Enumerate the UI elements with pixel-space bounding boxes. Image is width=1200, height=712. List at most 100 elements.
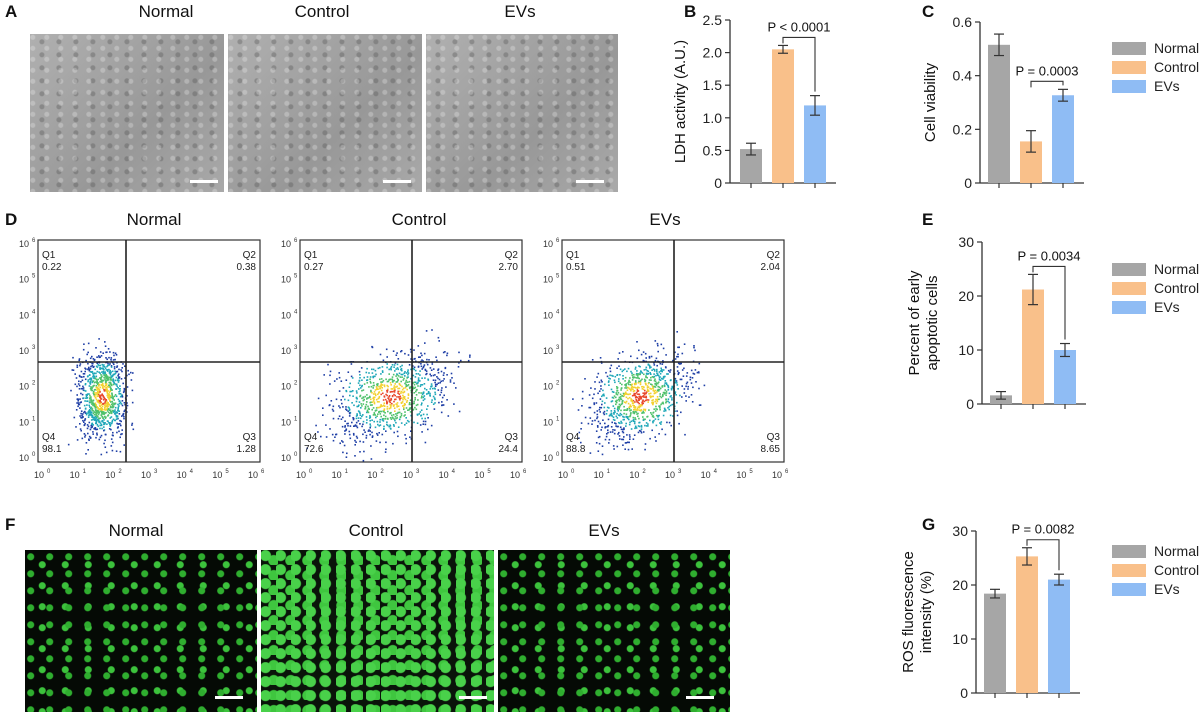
legend-label: EVs (1154, 581, 1180, 597)
y-tick-label: 1.5 (703, 77, 723, 93)
y-tick-label: 10 (952, 631, 968, 647)
y-tick-exponent: 3 (556, 345, 560, 351)
x-tick-exponent: 6 (261, 469, 264, 475)
panel-a-title-evs: EVs (504, 2, 536, 21)
flow-density-cloud (572, 331, 706, 456)
x-tick-base: 10 (736, 470, 746, 480)
bar-evs (1054, 350, 1076, 404)
quadrant-value-q4: 72.6 (304, 444, 324, 455)
y-tick-exponent: 5 (294, 274, 298, 280)
quadrant-name-q4: Q4 (304, 432, 318, 443)
y-tick-base: 10 (543, 310, 553, 320)
y-tick-exponent: 2 (32, 381, 36, 387)
y-axis-label: ROS fluorescence (900, 551, 917, 673)
y-axis-label: apoptotic cells (924, 275, 941, 370)
y-tick-label: 0 (964, 175, 972, 191)
quadrant-value-q4: 88.8 (566, 444, 586, 455)
panel-a-title-normal: Normal (138, 2, 194, 21)
quadrant-value-q2: 0.38 (237, 262, 257, 273)
x-tick-exponent: 6 (785, 469, 788, 475)
panel-f-title-normal: Normal (108, 521, 164, 540)
panel-f-title-evs: EVs (588, 521, 620, 540)
y-tick-exponent: 1 (32, 416, 36, 422)
chart-ldh-activity: 0 0.5 1.0 1.5 2.0 2.5 LDH activity (A.U.) P < 0… (672, 12, 836, 191)
scale-bar (459, 696, 487, 699)
legend-swatch (1112, 582, 1146, 596)
p-value-label: P < 0.0001 (767, 19, 830, 34)
panel-label-e: E (922, 210, 934, 229)
legend-label: Normal (1154, 261, 1200, 277)
x-tick-base: 10 (439, 470, 449, 480)
legend-swatch (1112, 60, 1146, 74)
legend-label: EVs (1154, 78, 1180, 94)
micrograph-control (228, 34, 422, 192)
y-tick-base: 10 (281, 239, 291, 249)
legend-item-normal: Normal (1112, 261, 1199, 277)
x-tick-exponent: 4 (190, 469, 194, 475)
y-tick-exponent: 4 (556, 309, 560, 315)
panel-label-g: G (922, 515, 936, 534)
x-tick-exponent: 3 (416, 469, 420, 475)
quadrant-value-q3: 8.65 (761, 444, 781, 455)
y-tick-exponent: 3 (294, 345, 298, 351)
panel-d-title-evs: EVs (649, 210, 681, 229)
panel-d-title-normal: Normal (126, 210, 182, 229)
y-tick-base: 10 (281, 275, 291, 285)
y-tick-exponent: 6 (556, 238, 560, 244)
x-tick-exponent: 3 (678, 469, 682, 475)
x-tick-exponent: 1 (83, 469, 87, 475)
bar-normal (988, 44, 1010, 183)
quadrant-name-q2: Q2 (767, 250, 781, 261)
y-tick-label: 2.5 (703, 12, 723, 28)
quadrant-value-q1: 0.51 (566, 262, 586, 273)
y-tick-base: 10 (19, 239, 29, 249)
quadrant-name-q2: Q2 (505, 250, 519, 261)
x-tick-exponent: 0 (309, 469, 313, 475)
y-axis-label: Cell viability (922, 62, 939, 142)
y-tick-exponent: 6 (32, 238, 36, 244)
y-tick-base: 10 (543, 346, 553, 356)
bar-control (772, 49, 794, 184)
quadrant-name-q4: Q4 (42, 432, 56, 443)
y-tick-exponent: 5 (32, 274, 36, 280)
x-tick-base: 10 (141, 470, 151, 480)
x-tick-base: 10 (212, 470, 222, 480)
panel-f-title-control: Control (348, 521, 404, 540)
flow-frame (37, 239, 261, 463)
x-tick-base: 10 (296, 470, 306, 480)
x-tick-base: 10 (403, 470, 413, 480)
legend-item-evs: EVs (1112, 581, 1180, 597)
panel-label-a: A (5, 2, 18, 21)
y-axis-label: intensity (%) (918, 571, 935, 654)
x-tick-base: 10 (772, 470, 782, 480)
flow-frame (299, 239, 523, 463)
scale-bar (190, 180, 218, 183)
x-tick-exponent: 2 (118, 469, 122, 475)
legend-swatch (1112, 300, 1146, 314)
x-tick-base: 10 (629, 470, 639, 480)
legend-item-evs: EVs (1112, 78, 1180, 94)
quadrant-name-q3: Q3 (505, 432, 519, 443)
x-tick-exponent: 2 (642, 469, 646, 475)
y-tick-exponent: 6 (294, 238, 298, 244)
legend-swatch (1112, 79, 1146, 93)
y-axis-label: LDH activity (A.U.) (672, 40, 689, 163)
x-tick-base: 10 (474, 470, 484, 480)
chart-cell-viability: 0 0.2 0.4 0.6 Cell viability P = 0.0003 (922, 14, 1084, 191)
p-value-label: P = 0.0034 (1017, 248, 1080, 263)
y-tick-base: 10 (543, 239, 553, 249)
legend-item-normal: Normal (1112, 40, 1199, 56)
y-tick-base: 10 (281, 310, 291, 320)
scale-bar (686, 696, 714, 699)
legend-item-normal: Normal (1112, 543, 1199, 559)
x-tick-base: 10 (332, 470, 342, 480)
y-tick-base: 10 (281, 453, 291, 463)
bar-evs (1048, 579, 1070, 693)
x-tick-exponent: 2 (380, 469, 384, 475)
y-tick-base: 10 (19, 275, 29, 285)
x-tick-base: 10 (558, 470, 568, 480)
y-tick-base: 10 (281, 417, 291, 427)
y-tick-base: 10 (543, 453, 553, 463)
